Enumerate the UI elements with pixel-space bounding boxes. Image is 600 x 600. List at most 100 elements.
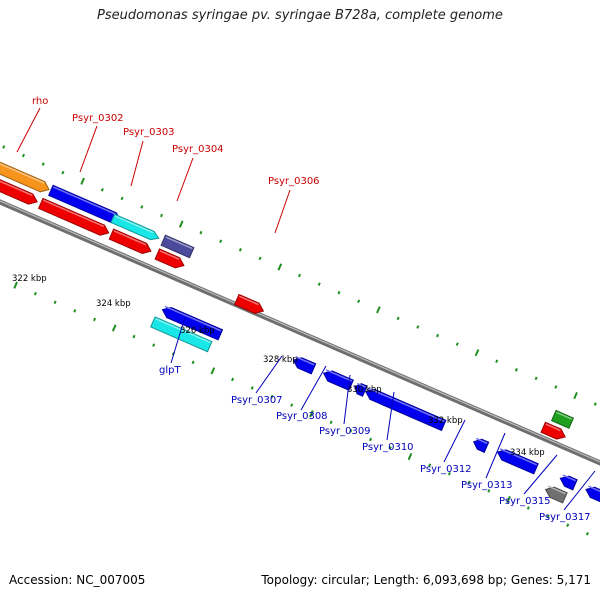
tick-mark-upper [317, 282, 321, 286]
tick-mark-lower [546, 514, 550, 519]
tick-mark-upper [396, 316, 400, 321]
tick-mark-lower [309, 410, 314, 418]
tick-mark-lower [407, 452, 413, 461]
gene-blue-rev-1-highlight [164, 305, 222, 332]
gene-glpt-highlight [155, 317, 211, 344]
scale-label-2: 324 kbp [96, 299, 131, 309]
gene-psyr-0310-label: Psyr_0310 [362, 442, 414, 453]
tick-mark-upper [61, 170, 65, 175]
tick-mark-lower [566, 523, 570, 527]
tick-mark-lower [506, 495, 511, 504]
gene-psyr-0302-highlight [53, 186, 117, 215]
gene-psyr-0303-leader [130, 140, 144, 187]
tick-mark-upper [337, 290, 341, 295]
gene-psyr-0302-label: Psyr_0302 [72, 113, 124, 124]
gene-rho-label: rho [32, 96, 48, 107]
tick-mark-upper [178, 220, 184, 228]
tick-mark-lower [111, 324, 117, 332]
tick-mark-upper [21, 153, 26, 158]
scale-label-6: 332 kbp [428, 416, 463, 426]
tick-mark-upper [357, 299, 361, 304]
gene-rho-highlight [0, 163, 45, 184]
gene-psyr-0312-highlight [475, 437, 488, 444]
gene-psyr-0313-leader [485, 432, 506, 479]
tick-mark-upper [277, 263, 283, 271]
tick-mark-lower [13, 281, 18, 289]
tick-mark-upper [199, 230, 203, 235]
gene-psyr-0308-leader [300, 365, 327, 411]
tick-mark-lower [487, 489, 491, 493]
gene-psyr-0304-label: Psyr_0304 [172, 144, 224, 155]
tick-mark-upper [238, 248, 242, 252]
tick-mark-lower [191, 360, 195, 365]
gene-psyr-0306-leader [274, 189, 291, 234]
gene-psyr-0302-leader [79, 125, 98, 173]
tick-mark-lower [132, 334, 136, 339]
gene-red-3 [108, 228, 152, 255]
scale-label-3: 326 kbp [180, 326, 215, 336]
gene-psyr-0312-label: Psyr_0312 [420, 464, 472, 475]
tick-mark-upper [258, 256, 262, 261]
tick-mark-lower [447, 471, 451, 476]
tick-mark-upper [436, 333, 440, 338]
gene-red-2-highlight [43, 199, 105, 228]
gene-red-1-highlight [0, 180, 33, 197]
gene-psyr-0304-highlight [165, 236, 193, 250]
gene-rho-leader [16, 107, 41, 153]
tick-mark-lower [231, 377, 235, 382]
tick-mark-upper [554, 385, 558, 389]
gene-psyr-0306-label: Psyr_0306 [268, 176, 320, 187]
gene-psyr-0313-highlight [499, 448, 538, 466]
gene-psyr-0310-leader [386, 391, 395, 441]
gene-red-2 [37, 197, 110, 236]
tick-mark-upper [455, 342, 459, 346]
scale-label-1: 322 kbp [12, 274, 47, 284]
gene-red-5-highlight [545, 423, 561, 432]
tick-mark-lower [152, 343, 156, 347]
gene-psyr-0303 [110, 213, 160, 241]
gene-psyr-0312-leader [443, 419, 466, 463]
gene-psyr-0306 [233, 293, 265, 314]
gene-psyr-0309-label: Psyr_0309 [319, 426, 371, 437]
gene-psyr-0306-highlight [238, 295, 259, 306]
gene-gray-highlight [547, 485, 566, 495]
gene-green-highlight [555, 411, 573, 420]
tick-mark-lower [329, 420, 333, 425]
tick-mark-lower [369, 437, 373, 442]
gene-psyr-0303-label: Psyr_0303 [123, 127, 175, 138]
tick-mark-upper [41, 162, 45, 166]
gene-psyr-0317 [585, 486, 600, 503]
tick-mark-lower [73, 309, 77, 313]
tick-mark-upper [159, 213, 164, 218]
gene-psyr-0315-highlight [562, 474, 576, 482]
tick-mark-upper [140, 205, 144, 209]
gene-psyr-0308-highlight [325, 369, 353, 382]
gene-red-3-highlight [113, 230, 147, 246]
gene-psyr-0315-leader [523, 454, 558, 495]
gene-red-4 [154, 248, 185, 269]
gene-glpt-label: glpT [159, 365, 181, 376]
gene-psyr-0315-label: Psyr_0315 [499, 496, 551, 507]
gene-psyr-0307-label: Psyr_0307 [231, 395, 283, 406]
gene-psyr-0313 [496, 449, 539, 475]
gene-psyr-0307-highlight [295, 356, 315, 366]
tick-mark-lower [349, 429, 353, 433]
tick-mark-upper [120, 196, 124, 201]
tick-mark-upper [100, 188, 104, 192]
gene-psyr-0308-label: Psyr_0308 [276, 411, 328, 422]
gene-green [550, 409, 575, 429]
tick-mark-upper [495, 359, 499, 364]
gene-psyr-0317-highlight [588, 485, 600, 493]
scale-label-5: 330 kbp [347, 385, 382, 395]
gene-psyr-0307-leader [255, 355, 283, 394]
gene-psyr-0317-label: Psyr_0317 [539, 512, 591, 523]
map-title: Pseudomonas syringae pv. syringae B728a,… [97, 8, 503, 23]
tick-mark-upper [514, 368, 518, 372]
genome-backbone [0, 199, 600, 466]
gene-glpt [150, 316, 213, 353]
gene-psyr-0304-leader [176, 157, 194, 202]
gene-psyr-0304 [160, 234, 195, 259]
tick-mark-lower [428, 463, 432, 467]
tick-mark-upper [376, 306, 381, 314]
